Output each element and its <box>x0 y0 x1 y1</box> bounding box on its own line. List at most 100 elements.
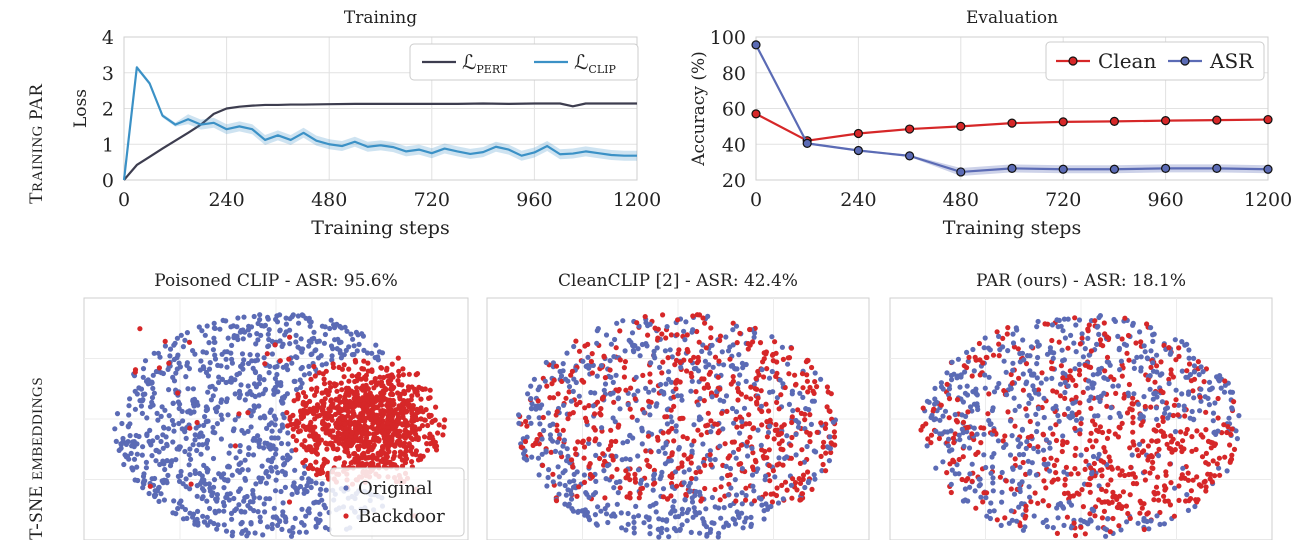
point-original <box>344 328 350 334</box>
point-original <box>212 386 218 392</box>
point-backdoor <box>776 406 782 412</box>
point-backdoor <box>530 442 536 448</box>
point-backdoor <box>774 399 780 405</box>
point-original <box>239 427 245 434</box>
point-backdoor <box>1122 472 1128 479</box>
point-original <box>1003 442 1009 448</box>
point-backdoor <box>565 416 571 422</box>
point-original <box>262 509 268 515</box>
point-backdoor <box>805 469 811 475</box>
point-original <box>617 406 623 412</box>
point-original <box>1095 525 1101 531</box>
point-original <box>955 356 962 362</box>
point-original <box>937 417 943 423</box>
point-backdoor <box>1107 529 1113 535</box>
point-original <box>780 381 786 387</box>
point-backdoor <box>323 428 330 434</box>
line-chart-1: 0 240 480 720 960 120020406080100EvaluationTr… <box>689 8 1292 239</box>
point-backdoor <box>764 455 770 461</box>
point-original <box>254 331 260 337</box>
point-original <box>954 375 960 381</box>
point-backdoor <box>978 440 984 446</box>
point-original <box>312 348 318 354</box>
point-original <box>1151 391 1157 397</box>
point-original <box>1222 382 1228 388</box>
point-backdoor <box>673 386 679 392</box>
point-original <box>261 323 267 329</box>
point-backdoor <box>1008 486 1014 492</box>
point-backdoor <box>659 370 665 376</box>
point-backdoor <box>1106 428 1112 434</box>
point-original <box>635 467 642 473</box>
point-backdoor <box>559 378 565 384</box>
point-original <box>1010 367 1016 373</box>
point-original <box>976 483 982 489</box>
point-backdoor <box>589 351 595 357</box>
point-backdoor <box>373 415 379 421</box>
point-original <box>1236 413 1242 419</box>
point-original <box>274 515 280 521</box>
point-original <box>216 379 222 386</box>
point-original <box>223 494 229 501</box>
point-original <box>229 516 235 522</box>
point-original <box>602 381 609 387</box>
point-original <box>218 399 224 405</box>
point-backdoor <box>1086 364 1092 370</box>
point-original <box>693 489 699 495</box>
point-backdoor <box>994 329 1000 335</box>
point-original <box>1153 405 1159 411</box>
point-original <box>272 384 278 391</box>
point-original <box>250 499 256 505</box>
point-backdoor <box>1023 361 1030 367</box>
point-original <box>633 374 639 380</box>
point-original <box>1010 331 1016 337</box>
point-backdoor <box>553 498 560 504</box>
point-original <box>623 456 629 462</box>
point-backdoor <box>925 436 931 442</box>
point-original <box>1019 427 1025 433</box>
point-original <box>126 412 132 418</box>
point-backdoor <box>1060 442 1066 448</box>
point-original <box>972 488 978 494</box>
point-backdoor <box>392 410 398 416</box>
point-original <box>1058 323 1064 329</box>
point-backdoor <box>518 444 524 450</box>
point-backdoor <box>799 491 805 497</box>
point-backdoor <box>671 403 677 409</box>
point-backdoor <box>684 368 690 374</box>
point-backdoor <box>1072 466 1078 472</box>
point-backdoor <box>350 402 356 409</box>
point-original <box>586 440 592 446</box>
point-original <box>686 489 693 495</box>
point-original <box>149 453 155 459</box>
point-original <box>308 351 314 358</box>
point-original <box>253 341 259 347</box>
point-original <box>1085 385 1091 391</box>
point-backdoor <box>717 497 723 503</box>
point-original <box>627 456 633 463</box>
point-backdoor <box>409 459 415 465</box>
point-backdoor <box>960 419 967 425</box>
point-backdoor <box>1137 510 1143 516</box>
point-original <box>758 442 764 448</box>
point-backdoor <box>1113 390 1119 396</box>
point-original <box>241 314 247 320</box>
point-backdoor <box>336 364 342 370</box>
point-original <box>337 350 343 356</box>
point-backdoor <box>365 360 371 366</box>
point-backdoor <box>788 345 795 351</box>
point-backdoor <box>688 460 694 466</box>
point-original <box>196 434 202 440</box>
point-original <box>700 516 706 522</box>
point-original <box>1129 452 1135 458</box>
point-backdoor <box>703 345 709 351</box>
point-original <box>967 404 974 410</box>
point-original <box>824 444 831 450</box>
point-backdoor <box>363 376 369 382</box>
point-original <box>1155 453 1162 459</box>
point-backdoor <box>395 390 401 396</box>
point-backdoor <box>397 449 403 455</box>
point-original <box>356 341 362 347</box>
point-original <box>1000 344 1006 350</box>
point-backdoor <box>599 396 606 402</box>
